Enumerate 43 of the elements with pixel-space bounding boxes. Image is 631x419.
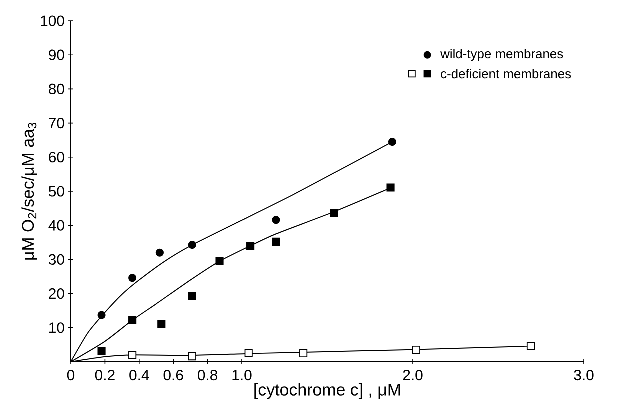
point <box>128 316 137 324</box>
point <box>388 138 397 146</box>
point <box>128 351 137 360</box>
point <box>246 242 255 250</box>
point <box>188 352 196 361</box>
y-tick-label: 40 <box>48 220 64 231</box>
point <box>158 320 166 329</box>
legend-label: c-deficient membranes <box>441 69 572 79</box>
point <box>526 342 536 350</box>
x-tick-label: 0.2 <box>95 370 115 381</box>
y-tick-label: 10 <box>50 322 64 334</box>
y-tick-label: 90 <box>49 50 64 60</box>
point <box>98 347 106 356</box>
x-tick-label: 2.0 <box>403 370 423 381</box>
point <box>98 311 106 320</box>
y-tick-label: 50 <box>48 186 64 197</box>
x-tick-label: 3.0 <box>574 370 594 381</box>
x-tick-label: 0.6 <box>164 370 184 381</box>
legend-label: wild-type membranes <box>440 49 564 62</box>
point <box>386 184 395 192</box>
point <box>128 274 137 282</box>
point <box>412 346 420 354</box>
point <box>216 257 224 266</box>
point <box>188 292 196 300</box>
y-tick-label: 60 <box>49 152 64 163</box>
point <box>272 216 280 224</box>
point <box>300 349 308 358</box>
point <box>156 248 164 257</box>
x-axis-title: [cytochrome c] , μM <box>254 383 400 400</box>
y-tick-label: 70 <box>49 118 64 129</box>
x-tick-label: 0.8 <box>198 370 218 381</box>
x-tick-label: 0 <box>67 370 75 381</box>
point <box>330 208 338 218</box>
x-tick-label: 1.0 <box>232 370 252 381</box>
y-tick-label: 30 <box>48 254 64 265</box>
x-tick-label: 0.4 <box>130 370 150 381</box>
y-tick-label: 80 <box>49 84 64 94</box>
point <box>244 349 253 358</box>
y-axis-title: μM O$_{2}$/sec/μM aa$_{3}$ <box>22 122 38 260</box>
point <box>188 241 196 250</box>
y-tick-label: 100 <box>41 16 64 26</box>
point <box>272 238 280 246</box>
y-tick-label: 20 <box>49 288 64 300</box>
